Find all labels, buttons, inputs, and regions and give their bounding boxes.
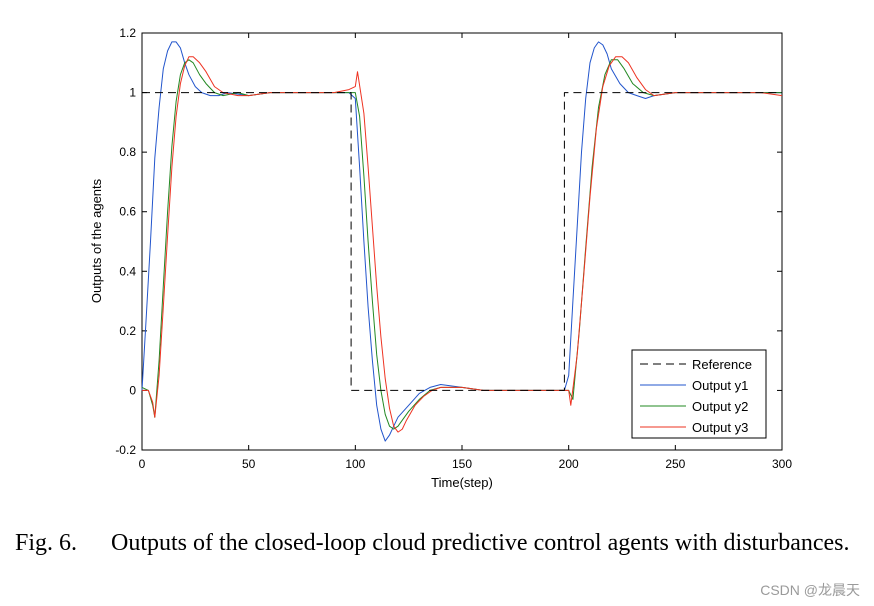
x-tick-label: 0 (139, 457, 146, 471)
figure-number: Fig. 6. (15, 530, 78, 556)
x-axis-label: Time(step) (431, 475, 493, 490)
watermark: CSDN @龙晨天 (760, 582, 860, 598)
y-tick-label: -0.2 (115, 443, 136, 457)
x-tick-label: 200 (559, 457, 579, 471)
figure-caption: Fig. 6. Outputs of the closed-loop cloud … (15, 528, 873, 559)
x-tick-label: 100 (345, 457, 365, 471)
legend: Reference Output y1 Output y2 Output y3 (631, 349, 767, 439)
legend-label-y2: Output y2 (692, 399, 748, 414)
y-tick-label: 1.2 (119, 26, 136, 40)
series-group (141, 41, 783, 442)
caption-text: Outputs of the closed-loop cloud predict… (111, 530, 850, 556)
x-tick-label: 250 (665, 457, 685, 471)
legend-label-y1: Output y1 (692, 378, 748, 393)
legend-box (631, 349, 767, 439)
x-tick-label: 50 (242, 457, 256, 471)
y-tick-label: 1 (129, 86, 136, 100)
y-tick-label: 0.2 (119, 324, 136, 338)
series-line-y3 (142, 56, 783, 433)
x-tick-label: 150 (452, 457, 472, 471)
x-tick-label: 300 (772, 457, 792, 471)
y-axis-label: Outputs of the agents (89, 178, 104, 303)
y-tick-label: 0.6 (119, 205, 136, 219)
y-tick-label: 0.8 (119, 145, 136, 159)
legend-label-y3: Output y3 (692, 420, 748, 435)
y-tick-label: 0.4 (119, 264, 136, 278)
axis-ticks: 0 50 100 150 200 250 300-0.200.20.40.60.811.2 (115, 26, 792, 471)
y-tick-label: 0 (129, 383, 136, 397)
series-line-y1 (141, 41, 782, 442)
series-line-reference (142, 92, 782, 391)
legend-label-reference: Reference (692, 357, 752, 372)
